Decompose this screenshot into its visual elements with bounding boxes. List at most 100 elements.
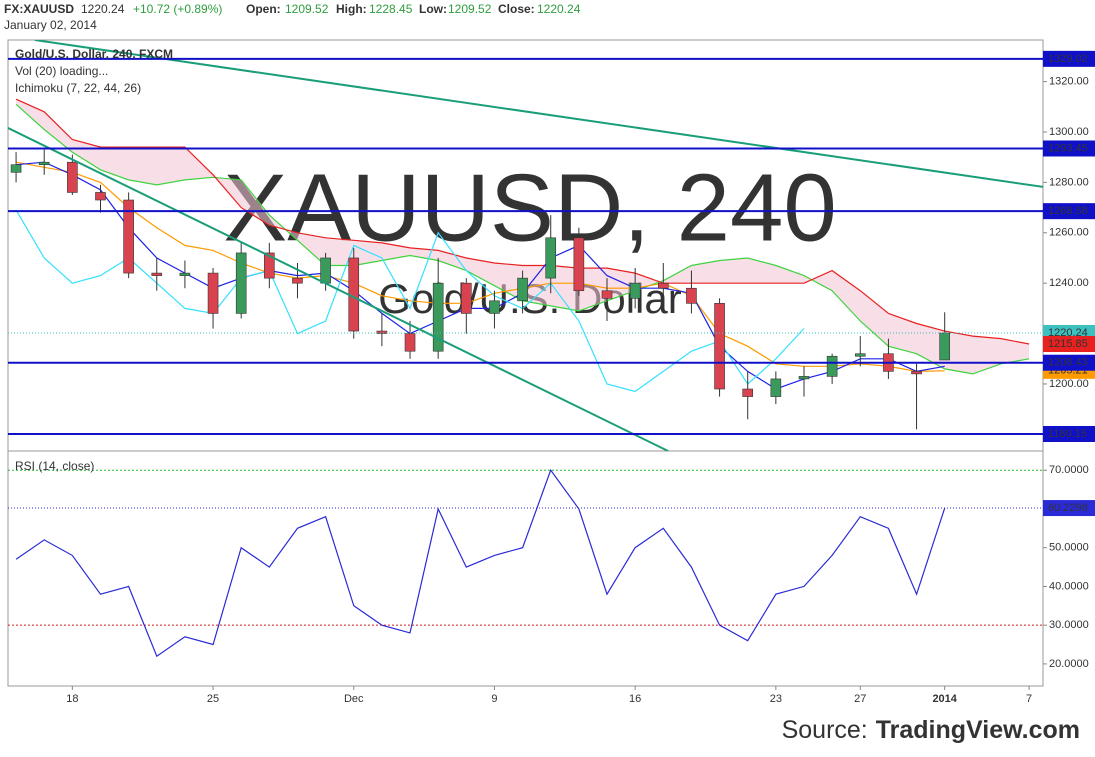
candle-body	[714, 303, 725, 390]
candle-body	[123, 199, 134, 274]
candle-body	[292, 277, 303, 284]
trend-line	[34, 40, 1043, 188]
date: January 02, 2014	[4, 18, 97, 32]
candle-body	[545, 237, 557, 279]
last-price: 1220.24	[81, 2, 125, 16]
series-line	[15, 209, 805, 393]
candle-body	[404, 333, 416, 352]
source: Source: TradingView.com	[782, 716, 1080, 744]
price-tag: 1329.02	[1048, 53, 1088, 65]
y-tick-label: 1300.00	[1049, 126, 1089, 138]
candle-body	[489, 300, 500, 314]
price-tag-box	[1043, 140, 1095, 157]
x-tick-label: 25	[207, 693, 219, 705]
candle-body	[854, 353, 866, 357]
trend-line	[8, 127, 669, 451]
candle-body	[235, 252, 247, 314]
candle-body	[461, 282, 472, 314]
candle-body	[432, 282, 444, 352]
candle-body	[95, 192, 106, 201]
series-line	[16, 161, 945, 390]
high-value: 1228.45	[369, 2, 413, 16]
series-line	[15, 468, 946, 658]
price-tag: 60.2298	[1048, 502, 1088, 514]
source-brand: TradingView.com	[876, 716, 1080, 744]
source-prefix: Source:	[782, 716, 868, 744]
rsi-title: RSI (14, close)	[15, 459, 94, 473]
close-label: Close:	[498, 2, 535, 16]
y-tick-label: 40.0000	[1049, 580, 1089, 592]
y-tick-label: 1280.00	[1049, 176, 1089, 188]
candle-body	[798, 376, 810, 380]
price-tag: 1208.43	[1048, 357, 1088, 369]
x-tick-label: 27	[854, 693, 866, 705]
price-tag-box	[1043, 336, 1095, 353]
y-tick-label: 50.0000	[1049, 542, 1089, 554]
symbol: FX:XAUUSD	[4, 2, 74, 16]
header: FX:XAUUSD 1220.24 +10.72 (+0.89%) Open: …	[4, 2, 581, 32]
candle-body	[601, 290, 613, 299]
x-tick-label: 7	[1026, 693, 1032, 705]
y-tick-label: 30.0000	[1049, 619, 1089, 631]
price-tag-box	[1043, 354, 1095, 371]
high-label: High:	[336, 2, 367, 16]
candle-body	[629, 282, 641, 299]
change: +10.72 (+0.89%)	[133, 2, 222, 16]
series-line	[15, 98, 1030, 345]
price-tag: 1215.85	[1048, 338, 1088, 350]
x-tick-label: 23	[770, 693, 782, 705]
x-tick-label: 2014	[932, 693, 957, 705]
candle-body	[686, 287, 697, 304]
price-pane	[7, 39, 1044, 452]
close-value: 1220.24	[537, 2, 581, 16]
x-tick-label: Dec	[344, 693, 364, 705]
candle-body	[179, 272, 191, 276]
y-tick-label: 1260.00	[1049, 227, 1089, 239]
candle-body	[657, 282, 669, 289]
open-label: Open:	[246, 2, 281, 16]
candle-body	[911, 371, 922, 375]
y-tick-label: 1320.00	[1049, 75, 1089, 87]
y-tick-label: 20.0000	[1049, 658, 1089, 670]
chart-title: Gold/U.S. Dollar, 240, FXCM	[15, 47, 173, 61]
y-tick-label: 1240.00	[1049, 277, 1089, 289]
candle-body	[939, 332, 950, 361]
candle-body	[10, 164, 22, 173]
y-tick-label: 70.0000	[1049, 464, 1089, 476]
axes: 1200.00 1240.00 1260.00 1280.00 1300.00 1320.…	[66, 50, 1095, 705]
rsi-pane	[7, 450, 1044, 687]
price-plot: XAUUSD, 240Gold/U.S. Dollar	[8, 40, 1043, 451]
price-tag-box	[1043, 425, 1095, 442]
price-tag-box	[1043, 50, 1095, 67]
series-line	[15, 161, 945, 373]
rsi-plot	[8, 468, 1043, 658]
ichimoku-cloud	[16, 99, 1030, 374]
price-tag: 1180.15	[1048, 428, 1087, 440]
candle-body	[264, 252, 275, 279]
candle-body	[517, 277, 528, 302]
open-value: 1209.52	[285, 2, 329, 16]
price-tag: 1293.45	[1048, 142, 1088, 154]
candle-body	[67, 161, 78, 193]
candle-body	[573, 237, 585, 292]
candle-body	[742, 388, 754, 397]
price-tag: 1268.58	[1048, 205, 1088, 217]
candle-body	[151, 272, 163, 276]
candle-body	[38, 161, 50, 166]
candle-body	[320, 257, 331, 284]
x-tick-label: 16	[629, 693, 641, 705]
x-tick-label: 9	[491, 693, 497, 705]
price-tag-box	[1043, 500, 1095, 517]
price-tag: 1220.24	[1048, 327, 1088, 339]
candle-body	[826, 355, 838, 377]
price-tag-box	[1043, 203, 1095, 220]
indicator-legend: Ichimoku (7, 22, 44, 26)	[15, 81, 141, 95]
indicator-legend: Vol (20) loading...	[15, 64, 108, 78]
low-label: Low:	[419, 2, 447, 16]
x-tick-label: 18	[66, 693, 78, 705]
candle-body	[770, 378, 782, 397]
low-value: 1209.52	[448, 2, 492, 16]
candle-body	[376, 330, 388, 334]
candle-body	[207, 272, 219, 314]
